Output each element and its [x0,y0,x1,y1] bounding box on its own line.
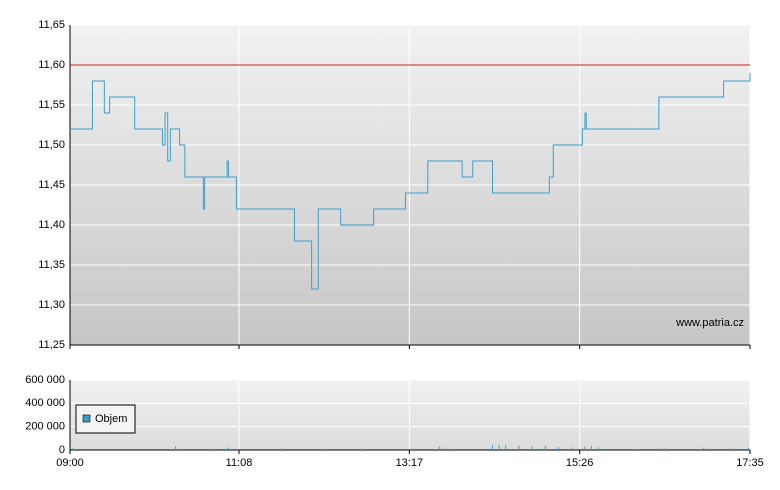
volume-bar [729,448,731,450]
volume-bar [72,448,74,450]
y-tick-label: 11,35 [38,259,65,271]
volume-bar [208,448,210,450]
volume-bar [412,448,414,450]
y-tick-label: 11,65 [38,19,65,31]
volume-bar [320,449,322,450]
volume-bar [175,446,177,450]
volume-bar [637,448,639,450]
volume-bar [518,445,520,450]
volume-bar [439,446,441,450]
volume-bar [558,447,560,450]
volume-bar [227,447,229,450]
volume-bar [280,448,282,450]
price-line [70,73,751,290]
volume-bar [498,444,500,450]
y-tick-label: 11,60 [38,59,65,71]
legend-box [75,404,136,434]
y-tick-label: 11,25 [38,339,65,351]
y-tick-label: 11,45 [38,179,65,191]
volume-bar [748,447,750,450]
volume-bar [703,447,705,450]
x-tick-label: 13:17 [396,457,424,469]
x-tick-label: 09:00 [56,457,84,469]
volume-bar [452,448,454,450]
volume-bar [359,448,361,450]
y-tick-label: 600 000 [25,374,65,386]
volume-bar [571,447,573,450]
volume-bar [531,446,533,450]
x-tick-label: 11:08 [226,457,253,469]
volume-bar [597,447,599,450]
plot-background [70,380,750,450]
legend-label: Objem [95,413,127,425]
x-tick-label: 15:26 [566,457,594,469]
volume-bar [663,448,665,450]
y-tick-label: 400 000 [25,397,65,409]
volume-bar [544,445,546,450]
y-tick-label: 11,50 [38,139,65,151]
volume-bar [505,445,507,450]
y-tick-label: 11,55 [38,99,65,111]
y-tick-label: 11,30 [38,299,65,311]
y-tick-label: 0 [59,444,65,456]
watermark: www.patria.cz [675,317,744,329]
volume-bar [584,446,586,450]
y-tick-label: 11,40 [38,219,65,231]
y-tick-label: 200 000 [25,421,65,433]
volume-bar [591,445,593,450]
volume-bar [492,445,494,450]
legend-swatch [82,414,91,423]
x-tick-label: 17:35 [736,457,764,469]
